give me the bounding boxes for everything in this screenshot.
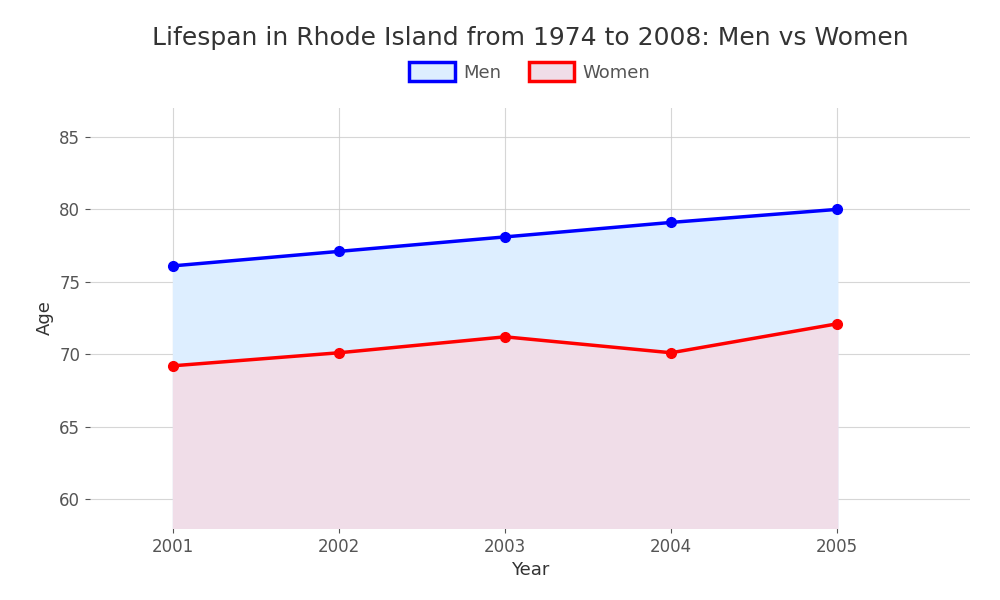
Legend: Men, Women: Men, Women	[409, 62, 651, 82]
Y-axis label: Age: Age	[36, 301, 54, 335]
Title: Lifespan in Rhode Island from 1974 to 2008: Men vs Women: Lifespan in Rhode Island from 1974 to 20…	[152, 26, 908, 50]
X-axis label: Year: Year	[511, 561, 549, 579]
